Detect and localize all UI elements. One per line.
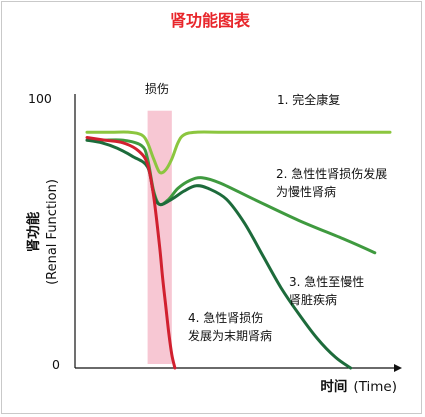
annotation-aki-to-esrd: 4. 急性肾损伤发展为末期肾病 [188, 310, 272, 343]
annotation-complete-recovery: 1. 完全康复 [277, 92, 340, 107]
x-axis-label-zh: 时间 [320, 378, 347, 395]
annotation-acute-to-chronic: 3. 急性至慢性肾脏疾病 [289, 274, 364, 307]
x-axis-arrow-icon [394, 364, 402, 372]
series-line-2 [85, 138, 377, 255]
y-tick-0: 0 [52, 357, 60, 372]
annotation-aki-to-ckd: 2. 急性性肾损伤发展为慢性肾病 [276, 166, 387, 199]
x-axis-label-en: (Time) [353, 379, 397, 395]
series-line-1 [85, 130, 392, 175]
series-layer [85, 130, 392, 370]
chart-title: 肾功能图表 [170, 11, 251, 30]
series-line-3 [85, 138, 353, 370]
injury-label: 损伤 [145, 82, 169, 96]
series-line-4 [85, 136, 177, 370]
y-axis-label: 肾功能 [25, 211, 42, 252]
x-axis-label: 时间 (Time) [320, 378, 397, 395]
y-axis-label-en: (Renal Function) [45, 179, 60, 285]
y-tick-100: 100 [28, 91, 52, 106]
